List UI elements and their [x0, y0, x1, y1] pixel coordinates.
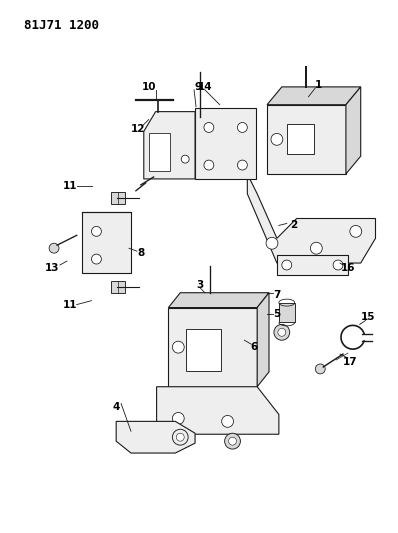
Circle shape: [222, 415, 234, 427]
Bar: [82, 212, 131, 273]
Circle shape: [266, 237, 278, 249]
Text: 12: 12: [131, 124, 145, 134]
Circle shape: [224, 433, 240, 449]
Circle shape: [278, 328, 286, 336]
Circle shape: [282, 260, 292, 270]
Polygon shape: [267, 87, 361, 104]
Bar: [149, 133, 170, 171]
Text: 10: 10: [141, 82, 156, 92]
Text: 4: 4: [113, 401, 120, 411]
Text: 6: 6: [251, 342, 258, 352]
Polygon shape: [267, 104, 346, 174]
Text: 11: 11: [62, 300, 77, 310]
Text: 16: 16: [341, 263, 355, 273]
Text: 81J71 1200: 81J71 1200: [24, 19, 100, 32]
Polygon shape: [247, 174, 375, 263]
Circle shape: [238, 123, 247, 132]
Bar: [287, 125, 314, 154]
Circle shape: [238, 160, 247, 170]
Text: 9: 9: [195, 82, 201, 92]
Bar: [186, 329, 221, 371]
Polygon shape: [156, 387, 279, 434]
Polygon shape: [144, 111, 195, 179]
Polygon shape: [346, 87, 361, 174]
Circle shape: [274, 325, 290, 340]
Circle shape: [176, 433, 184, 441]
Text: 1: 1: [315, 80, 322, 90]
Polygon shape: [168, 293, 269, 308]
Text: 5: 5: [273, 310, 281, 319]
Circle shape: [49, 243, 59, 253]
Bar: [195, 108, 256, 179]
Bar: [111, 281, 125, 293]
Text: 15: 15: [360, 312, 375, 322]
Circle shape: [204, 123, 214, 132]
Circle shape: [315, 364, 325, 374]
Circle shape: [310, 243, 322, 254]
Circle shape: [204, 160, 214, 170]
Bar: [277, 255, 348, 275]
Circle shape: [333, 260, 343, 270]
Circle shape: [172, 341, 184, 353]
Text: 13: 13: [45, 263, 59, 273]
Text: 17: 17: [343, 357, 357, 367]
Text: 14: 14: [197, 82, 212, 92]
Circle shape: [92, 254, 101, 264]
Circle shape: [271, 133, 283, 146]
Circle shape: [172, 429, 188, 445]
Polygon shape: [116, 422, 195, 453]
Polygon shape: [257, 293, 269, 387]
Circle shape: [172, 413, 184, 424]
Text: 11: 11: [62, 181, 77, 191]
Circle shape: [350, 225, 362, 237]
Circle shape: [228, 437, 236, 445]
Bar: [279, 303, 295, 322]
Circle shape: [92, 227, 101, 236]
Polygon shape: [168, 308, 257, 387]
Text: 7: 7: [273, 290, 281, 300]
Text: 3: 3: [196, 280, 204, 290]
Circle shape: [181, 155, 189, 163]
Bar: [111, 192, 125, 204]
Text: 2: 2: [290, 221, 297, 230]
Text: 8: 8: [137, 248, 144, 258]
